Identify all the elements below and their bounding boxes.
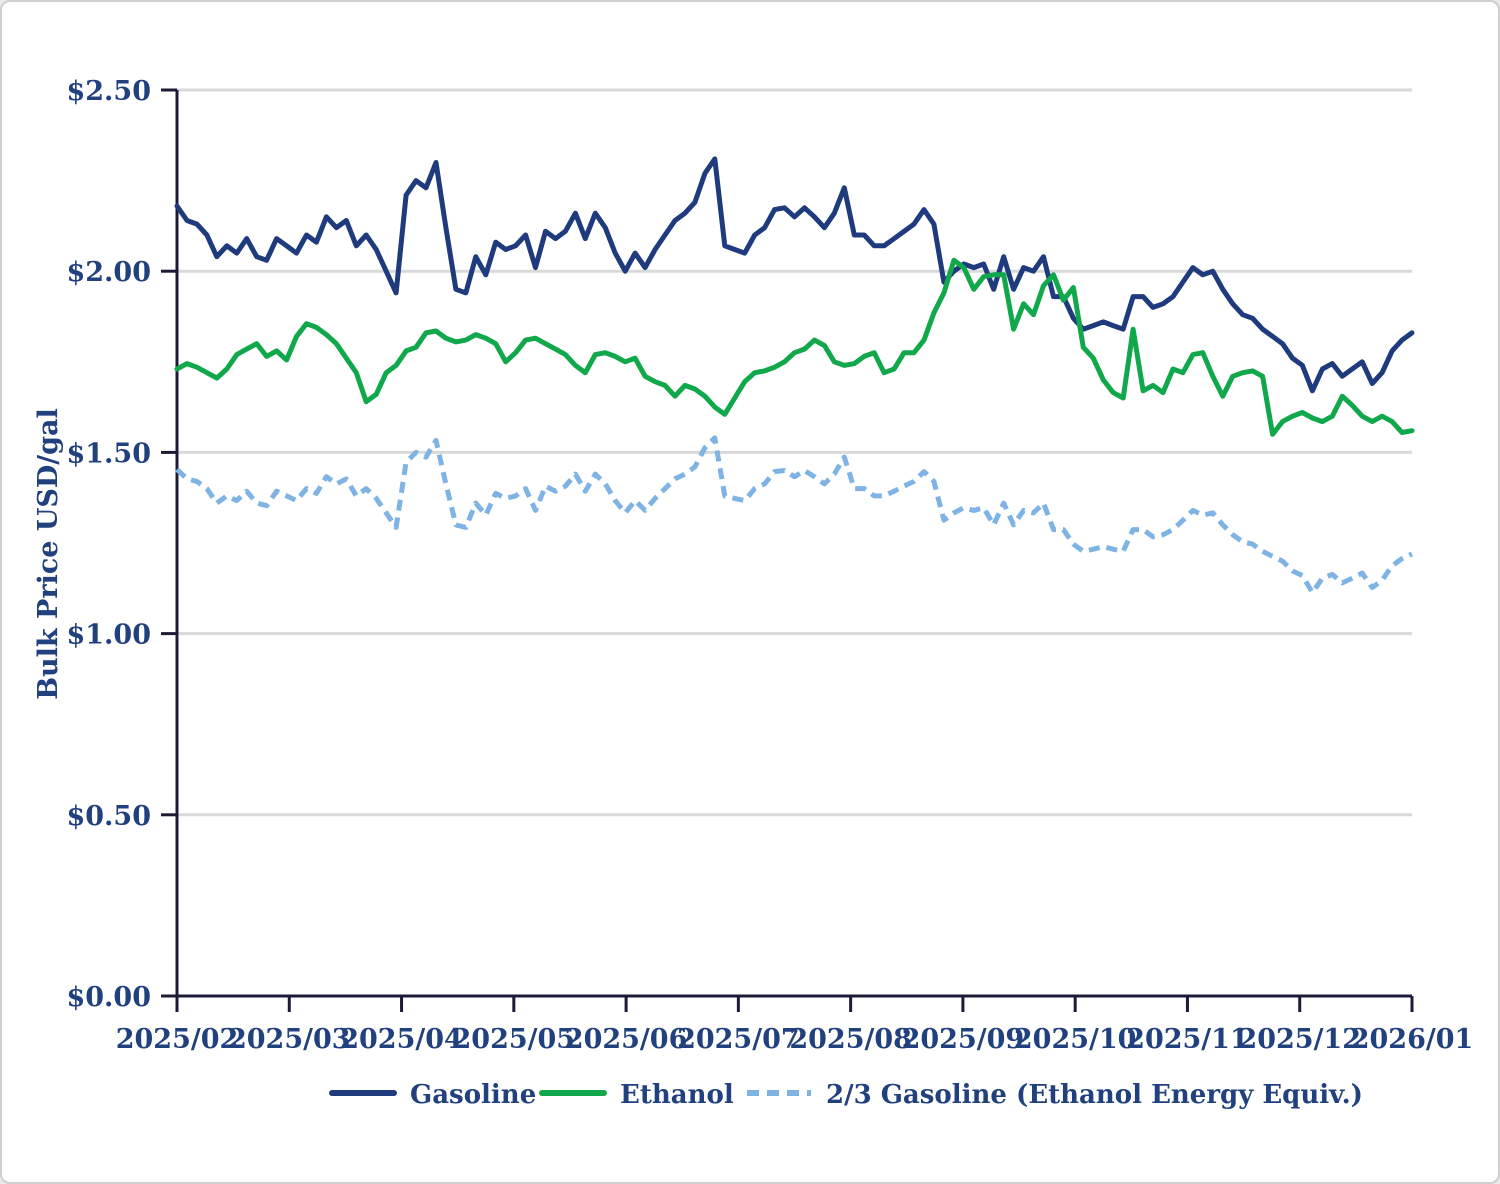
y-axis-tick-label: $1.00 xyxy=(66,620,151,651)
x-axis-tick-label: 2025/04 xyxy=(340,1024,463,1055)
x-axis-tick-label: 2025/09 xyxy=(902,1024,1025,1055)
y-axis-tick-label: $1.50 xyxy=(66,438,151,469)
series-line-2-3-gasoline-ethanol-energy-equiv xyxy=(175,435,1414,596)
x-axis-tick-label: 2026/01 xyxy=(1351,1024,1474,1055)
legend: Gasoline Ethanol 2/3 Gasoline (Ethanol E… xyxy=(329,1080,1363,1110)
series-line-ethanol xyxy=(174,257,1415,437)
legend-label-ethanol: Ethanol xyxy=(620,1080,734,1110)
y-axis-tick-label: $2.00 xyxy=(66,257,151,288)
x-axis-tick-label: 2025/10 xyxy=(1014,1024,1137,1055)
x-axis-tick-label: 2025/05 xyxy=(453,1024,576,1055)
x-axis-tick-label: 2025/11 xyxy=(1126,1024,1249,1055)
x-axis-tick-label: 2025/06 xyxy=(565,1024,688,1055)
y-axis-tick-label: $0.00 xyxy=(66,982,151,1013)
legend-item-gasoline: Gasoline xyxy=(329,1080,536,1110)
legend-label-gasoline-equivalent: 2/3 Gasoline (Ethanol Energy Equiv.) xyxy=(826,1080,1363,1110)
y-axis-tick-label: $2.50 xyxy=(66,76,151,107)
y-axis-tick-label: $0.50 xyxy=(66,801,151,832)
x-axis-tick-label: 2025/07 xyxy=(677,1024,800,1055)
x-axis-tick-label: 2025/02 xyxy=(116,1024,239,1055)
x-axis-tick-label: 2025/12 xyxy=(1238,1024,1361,1055)
plot-area: $0.00$0.50$1.00$1.50$2.00$2.502025/02202… xyxy=(66,76,1473,1055)
legend-item-ethanol: Ethanol xyxy=(539,1080,734,1110)
x-axis-tick-label: 2025/03 xyxy=(228,1024,351,1055)
legend-item-gasoline-equivalent: 2/3 Gasoline (Ethanol Energy Equiv.) xyxy=(747,1080,1363,1110)
y-axis-title: Bulk Price USD/gal xyxy=(33,408,64,700)
x-axis-tick-label: 2025/08 xyxy=(789,1024,912,1055)
legend-label-gasoline: Gasoline xyxy=(410,1080,536,1110)
series-line-gasoline xyxy=(174,156,1415,394)
